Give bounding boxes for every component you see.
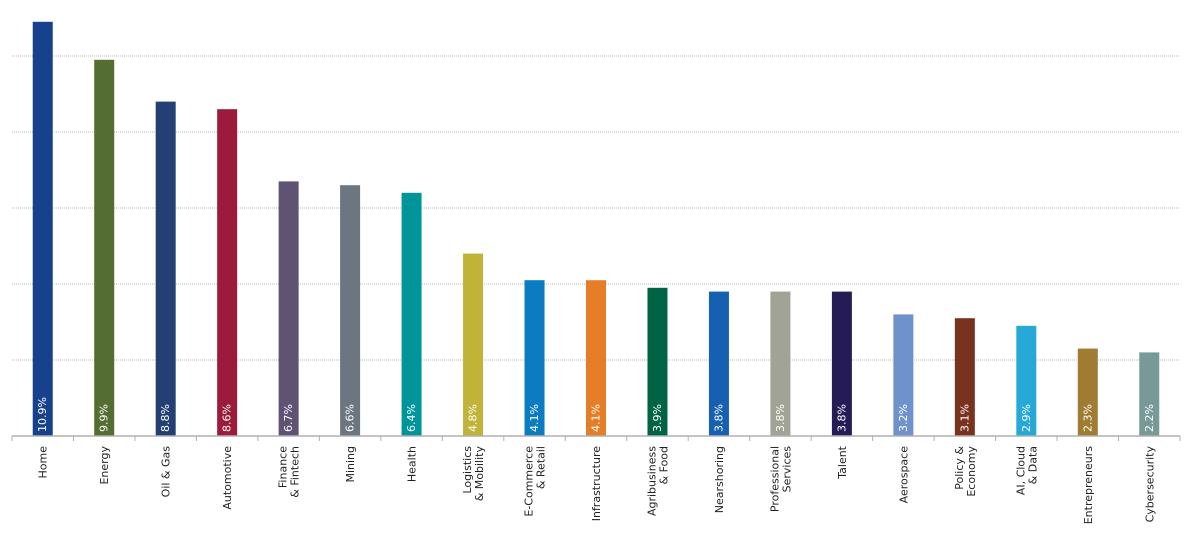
category-label: Logistics& Mobility (461, 446, 486, 502)
bar (708, 291, 729, 436)
category-label: Entrepreneurs (1082, 446, 1095, 525)
data-label: 3.1% (958, 404, 971, 432)
category-label: Finance& Fintech (277, 446, 302, 498)
bar (340, 185, 361, 436)
category-label: Cybersecurity (1143, 446, 1156, 523)
bar (217, 109, 238, 436)
bar (831, 291, 852, 436)
data-label: 9.9% (98, 404, 111, 432)
data-label: 3.8% (774, 404, 787, 432)
bar (463, 253, 484, 436)
category-label: Aerospace (897, 446, 910, 504)
category-label: Energy (98, 446, 111, 485)
bar (94, 59, 115, 437)
category-label: Agribusiness& Food (645, 446, 670, 516)
category-label: AI, Cloud& Data (1014, 446, 1039, 495)
data-label: 3.8% (712, 404, 725, 432)
category-label: Nearshoring (713, 446, 726, 513)
category-label: ProfessionalServices (768, 446, 793, 512)
category-labels: Home Energy Oil & Gas Automotive Finance& Fi… (37, 445, 1157, 524)
bar (770, 291, 791, 436)
bar (524, 280, 545, 436)
category-label: Policy &Economy (953, 446, 978, 497)
bar (1077, 348, 1098, 436)
data-label: 8.8% (159, 404, 172, 432)
category-label: Infrastructure (590, 446, 603, 522)
bar (954, 318, 975, 436)
category-label: Talent (836, 445, 849, 479)
data-labels: 10.9% 9.9% 8.8% 8.6% 6.7% 6.6% 6.4% 4.8% 4.1% 4.1… (36, 397, 1156, 432)
data-label: 6.7% (282, 404, 295, 432)
bar (586, 280, 606, 436)
category-label: Automotive (221, 446, 234, 510)
x-axis-ticks (11, 436, 1181, 441)
category-label: Mining (344, 446, 357, 483)
data-label: 2.9% (1020, 404, 1033, 432)
data-label: 10.9% (36, 397, 49, 432)
bar (647, 287, 668, 436)
data-label: 3.8% (835, 404, 848, 432)
data-label: 8.6% (221, 404, 234, 432)
data-label: 3.9% (651, 404, 664, 432)
bar (401, 192, 422, 436)
bar (278, 181, 299, 436)
bar (1016, 325, 1037, 436)
category-label: Home (37, 446, 50, 479)
bars (32, 21, 1160, 437)
data-label: 2.3% (1081, 404, 1094, 432)
data-label: 6.4% (405, 404, 418, 432)
data-label: 4.1% (528, 404, 541, 432)
bar (155, 101, 176, 436)
data-label: 4.8% (467, 404, 480, 432)
category-label: Oil & Gas (160, 446, 173, 498)
category-label: E-Commerce& Retail (523, 446, 548, 517)
data-label: 6.6% (344, 404, 357, 432)
bar (32, 21, 53, 437)
bar (893, 314, 914, 436)
data-label: 4.1% (590, 404, 603, 432)
category-label: Health (406, 446, 419, 482)
bar (1139, 352, 1160, 436)
data-label: 2.2% (1143, 404, 1156, 432)
data-label: 3.2% (897, 404, 910, 432)
